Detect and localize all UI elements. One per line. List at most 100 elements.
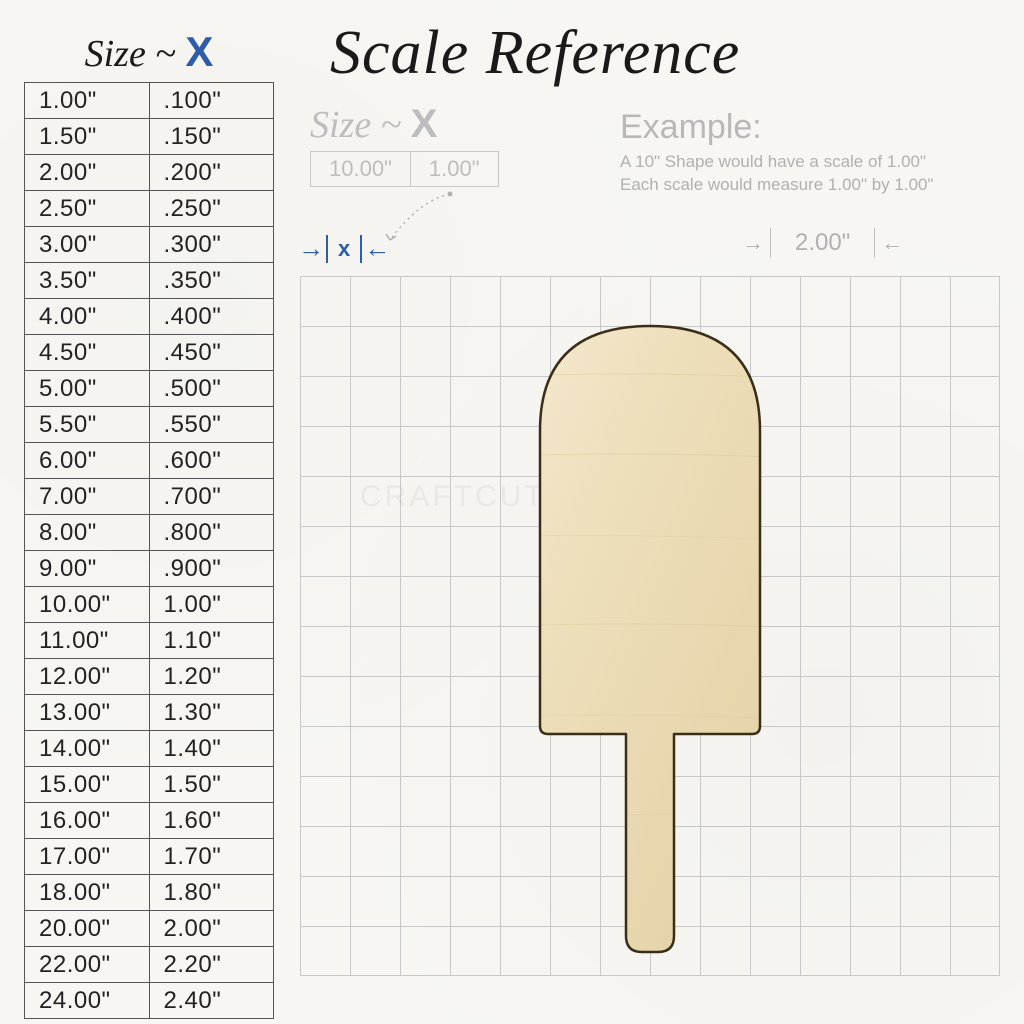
secondary-title: Size ~ X xyxy=(310,102,499,147)
table-row: 24.00"2.40" xyxy=(25,983,274,1019)
x-scale-marker: → x ← xyxy=(298,235,390,263)
table-row: 3.50".350" xyxy=(25,263,274,299)
marker-bar xyxy=(770,228,771,258)
table-row: 15.00"1.50" xyxy=(25,767,274,803)
table-cell: 1.00" xyxy=(25,83,150,119)
table-cell: 18.00" xyxy=(25,875,150,911)
table-cell: 1.80" xyxy=(149,875,274,911)
table-cell: .150" xyxy=(149,119,274,155)
table-cell: 8.00" xyxy=(25,515,150,551)
table-cell: 4.50" xyxy=(25,335,150,371)
table-cell: 5.00" xyxy=(25,371,150,407)
table-row: 2.00".200" xyxy=(25,155,274,191)
secondary-cell-scale: 1.00" xyxy=(410,152,498,187)
two-inch-label: 2.00" xyxy=(773,229,872,257)
table-cell: 1.10" xyxy=(149,623,274,659)
table-row: 5.00".500" xyxy=(25,371,274,407)
table-cell: .700" xyxy=(149,479,274,515)
table-cell: 17.00" xyxy=(25,839,150,875)
table-row: 9.00".900" xyxy=(25,551,274,587)
table-cell: 5.50" xyxy=(25,407,150,443)
secondary-table: 10.00" 1.00" xyxy=(310,151,499,187)
size-table-body: 1.00".100"1.50".150"2.00".200"2.50".250"… xyxy=(24,82,274,1019)
table-cell: 13.00" xyxy=(25,695,150,731)
table-cell: 3.00" xyxy=(25,227,150,263)
table-cell: .250" xyxy=(149,191,274,227)
table-cell: 16.00" xyxy=(25,803,150,839)
table-cell: 9.00" xyxy=(25,551,150,587)
x-marker-label: x xyxy=(330,236,358,262)
table-row: 20.00"2.00" xyxy=(25,911,274,947)
two-inch-marker: → 2.00" ← xyxy=(738,228,907,258)
table-row: 11.00"1.10" xyxy=(25,623,274,659)
table-row: 4.50".450" xyxy=(25,335,274,371)
table-cell: 2.50" xyxy=(25,191,150,227)
table-cell: 4.00" xyxy=(25,299,150,335)
table-row: 16.00"1.60" xyxy=(25,803,274,839)
table-cell: 10.00" xyxy=(25,587,150,623)
secondary-x: X xyxy=(411,102,438,146)
table-cell: 14.00" xyxy=(25,731,150,767)
table-row: 14.00"1.40" xyxy=(25,731,274,767)
table-row: 12.00"1.20" xyxy=(25,659,274,695)
table-row: 22.00"2.20" xyxy=(25,947,274,983)
example-title: Example: xyxy=(620,108,1000,147)
arrow-left-icon: ← xyxy=(364,236,390,262)
table-cell: .450" xyxy=(149,335,274,371)
table-cell: .550" xyxy=(149,407,274,443)
example-line-2: Each scale would measure 1.00" by 1.00" xyxy=(620,174,1000,197)
marker-bar xyxy=(360,235,362,263)
table-row: 17.00"1.70" xyxy=(25,839,274,875)
table-cell: .800" xyxy=(149,515,274,551)
table-cell: 12.00" xyxy=(25,659,150,695)
table-row: 13.00"1.30" xyxy=(25,695,274,731)
table-cell: .200" xyxy=(149,155,274,191)
marker-bar xyxy=(326,235,328,263)
table-cell: 1.20" xyxy=(149,659,274,695)
marker-bar xyxy=(874,228,875,258)
table-cell: .100" xyxy=(149,83,274,119)
example-block: Example: A 10" Shape would have a scale … xyxy=(620,108,1000,197)
table-cell: 3.50" xyxy=(25,263,150,299)
table-cell: 24.00" xyxy=(25,983,150,1019)
size-label: Size ~ xyxy=(85,33,186,75)
arrow-left-icon: ← xyxy=(877,230,907,256)
table-cell: 1.30" xyxy=(149,695,274,731)
table-cell: 20.00" xyxy=(25,911,150,947)
table-cell: .350" xyxy=(149,263,274,299)
secondary-size-example: Size ~ X 10.00" 1.00" xyxy=(310,102,499,187)
secondary-prefix: Size ~ xyxy=(310,104,411,146)
table-cell: 1.70" xyxy=(149,839,274,875)
table-row: 1.00".100" xyxy=(25,83,274,119)
table-cell: 1.60" xyxy=(149,803,274,839)
table-cell: 2.00" xyxy=(25,155,150,191)
dotted-pointer-curve xyxy=(380,190,460,250)
size-x-letter: X xyxy=(185,28,213,75)
table-cell: 1.50" xyxy=(25,119,150,155)
table-row: 8.00".800" xyxy=(25,515,274,551)
table-cell: 6.00" xyxy=(25,443,150,479)
table-row: 10.00"1.00" xyxy=(25,587,274,623)
table-row: 18.00"1.80" xyxy=(25,875,274,911)
table-cell: 15.00" xyxy=(25,767,150,803)
size-table: Size ~ X 1.00".100"1.50".150"2.00".200"2… xyxy=(24,28,274,1019)
table-cell: .900" xyxy=(149,551,274,587)
table-cell: .600" xyxy=(149,443,274,479)
size-table-title: Size ~ X xyxy=(24,28,274,76)
table-cell: 11.00" xyxy=(25,623,150,659)
table-cell: 2.40" xyxy=(149,983,274,1019)
table-row: 2.50".250" xyxy=(25,191,274,227)
table-cell: 2.20" xyxy=(149,947,274,983)
table-row: 5.50".550" xyxy=(25,407,274,443)
table-cell: .400" xyxy=(149,299,274,335)
table-row: 3.00".300" xyxy=(25,227,274,263)
secondary-cell-size: 10.00" xyxy=(311,152,411,187)
table-cell: 2.00" xyxy=(149,911,274,947)
table-cell: 1.40" xyxy=(149,731,274,767)
table-cell: 1.00" xyxy=(149,587,274,623)
table-cell: 22.00" xyxy=(25,947,150,983)
example-line-1: A 10" Shape would have a scale of 1.00" xyxy=(620,151,1000,174)
table-cell: .300" xyxy=(149,227,274,263)
arrow-right-icon: → xyxy=(298,236,324,262)
table-row: 4.00".400" xyxy=(25,299,274,335)
